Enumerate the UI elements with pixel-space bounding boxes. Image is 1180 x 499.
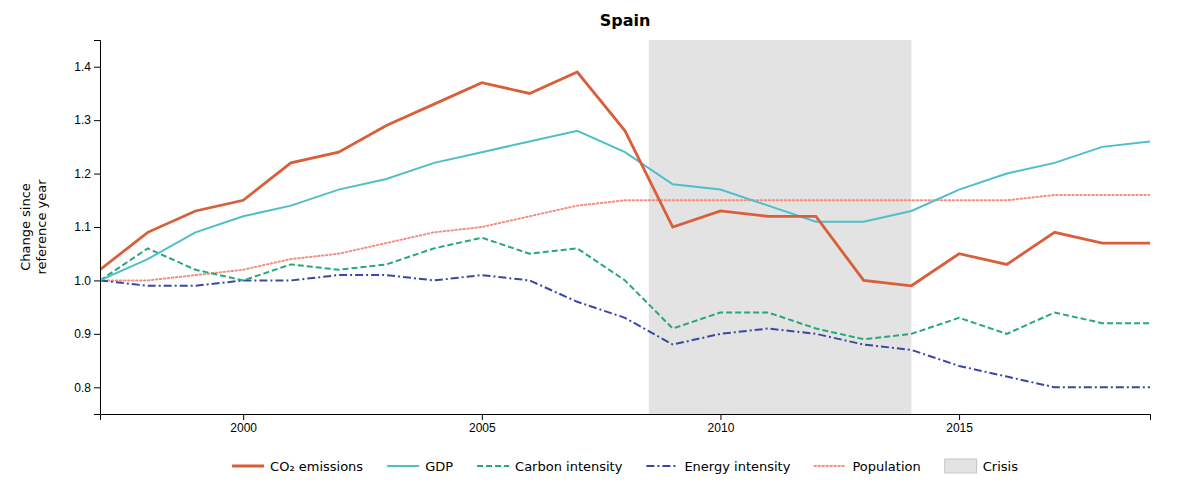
y-axis-title-line: reference year [34,179,49,275]
legend-swatch [232,465,264,468]
series-line [100,238,1150,340]
x-tick-label: 2005 [469,421,496,435]
legend-swatch [945,459,977,473]
y-tick-mark [94,120,100,121]
y-tick-label: 1.1 [74,220,91,234]
x-axis: 2000 2005 2010 2015 [101,414,1151,435]
y-tick: 1.3 [74,113,100,127]
legend-label: Carbon intensity [515,459,623,474]
x-tick-mark [482,414,483,420]
x-axis-line [101,415,1151,421]
x-tick: 2000 [230,414,257,435]
series-line [100,275,1150,387]
x-tick-label: 2010 [708,421,735,435]
span [649,40,912,414]
y-tick-mark [94,174,100,175]
legend-item: Energy intensity [646,459,790,474]
x-tick-mark [720,414,721,420]
y-tick: 0.8 [74,381,100,395]
legend-label: CO₂ emissions [270,459,363,474]
y-axis-title: Change sincereference year [18,179,49,275]
legend-item: Carbon intensity [477,459,623,474]
x-tick-label: 2000 [230,421,257,435]
x-tick: 2015 [946,414,973,435]
y-tick-mark [94,67,100,68]
y-tick-mark [94,227,100,228]
y-tick-label: 1.0 [74,274,91,288]
legend-item: Crisis [945,459,1018,474]
y-tick-mark [94,387,100,388]
y-tick-label: 1.4 [74,60,91,74]
legend: CO₂ emissions GDP Carbon intensity Energy i… [232,459,1018,474]
plot-area [100,40,1150,414]
legend-label: Energy intensity [684,459,790,474]
title: Spain [600,11,651,30]
legend-label: GDP [425,459,453,474]
legend-swatch [814,465,846,467]
series-line [100,195,1150,280]
y-tick: 1.4 [74,60,100,74]
legend-item: Population [814,459,920,474]
y-axis-title-line: Change since [18,183,33,271]
y-tick-label: 1.2 [74,167,91,181]
x-tick-mark [959,414,960,420]
y-tick: 1.0 [74,274,100,288]
y-axis-line [94,41,101,415]
x-tick-mark [243,414,244,420]
y-tick: 1.1 [74,220,100,234]
y-tick-label: 0.9 [74,327,91,341]
y-tick-label: 0.8 [74,381,91,395]
x-tick-label: 2015 [946,421,973,435]
x-tick: 2010 [708,414,735,435]
y-tick-mark [94,334,100,335]
legend-swatch [387,465,419,467]
y-tick: 1.2 [74,167,100,181]
legend-swatch [646,465,678,467]
series-line [100,131,1150,281]
series-line [100,72,1150,286]
legend-item: CO₂ emissions [232,459,363,474]
y-axis: 0.8 0.9 1.0 1.1 1.2 1.3 1.4 [74,41,100,415]
y-tick-label: 1.3 [74,113,91,127]
legend-item: GDP [387,459,453,474]
y-tick: 0.9 [74,327,100,341]
x-tick: 2005 [469,414,496,435]
legend-swatch [477,465,509,467]
chart: 2000 2005 2010 2015 0.8 0.9 1.0 1.1 1.2 1.3 1.4 Spa… [0,0,1180,499]
legend-label: Population [852,459,920,474]
y-tick-mark [94,280,100,281]
legend-label: Crisis [983,459,1018,474]
